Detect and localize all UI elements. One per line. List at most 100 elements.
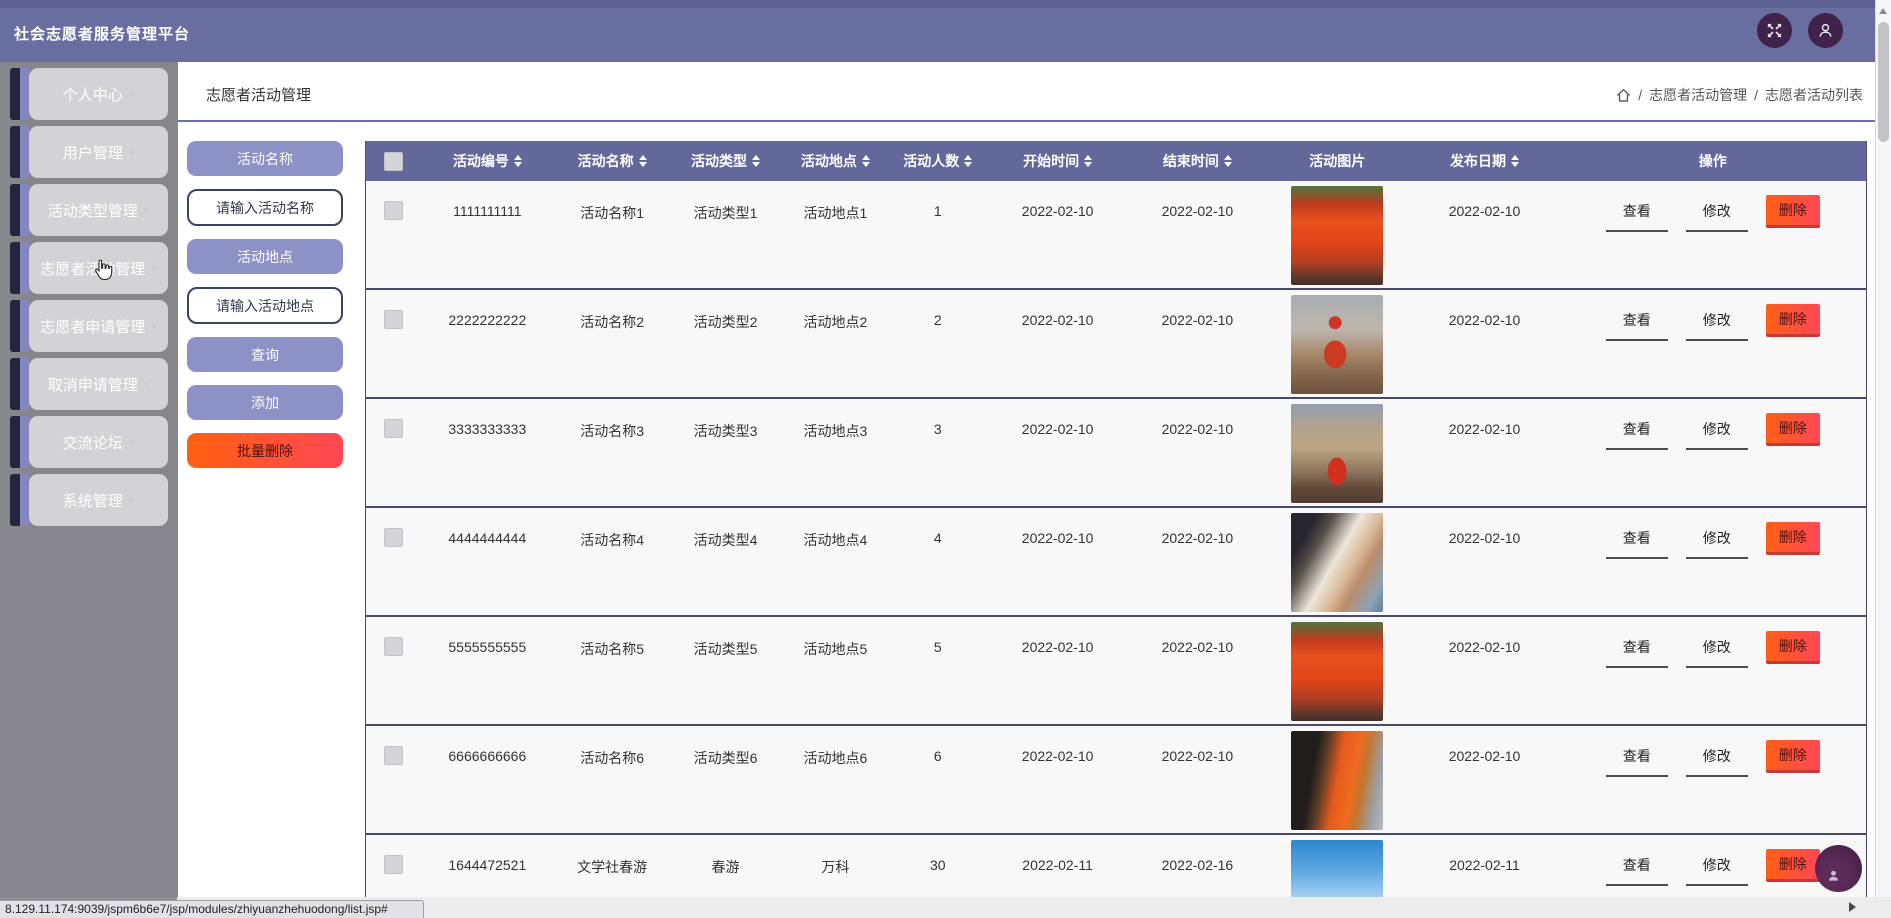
cell-activity-place: 活动地点5 — [803, 641, 868, 657]
edit-link[interactable]: 修改 — [1685, 195, 1748, 232]
sort-icon[interactable] — [861, 155, 870, 167]
cell-activity-photo — [1265, 181, 1410, 288]
edit-link[interactable]: 修改 — [1685, 631, 1748, 668]
column-header-4[interactable]: 活动类型 — [671, 141, 781, 181]
sort-icon[interactable] — [964, 155, 973, 167]
column-header-2[interactable]: 活动编号 — [421, 141, 554, 181]
customer-service-icon — [1826, 868, 1841, 883]
cell-publish-date: 2022-02-10 — [1448, 639, 1521, 655]
sidebar-item-label: 交流论坛 — [62, 434, 123, 452]
sort-icon[interactable] — [1223, 155, 1232, 167]
edit-link[interactable]: 修改 — [1685, 849, 1748, 886]
edit-link[interactable]: 修改 — [1685, 413, 1748, 450]
table-row: 4444444444 活动名称4 活动类型4 活动地点4 4 2022-02-1… — [365, 508, 1867, 617]
cell-activity-photo — [1265, 726, 1410, 833]
column-header-10[interactable]: 发布日期 — [1410, 141, 1560, 181]
cell-activity-id: 5555555555 — [448, 639, 527, 655]
sort-icon[interactable] — [752, 155, 761, 167]
cell-activity-photo — [1265, 617, 1410, 724]
chevron-down-icon: ▾ — [151, 320, 157, 333]
cell-publish-date: 2022-02-10 — [1448, 312, 1521, 328]
row-checkbox[interactable] — [383, 855, 403, 874]
sidebar-item-8[interactable]: 系统管理 ▾ — [0, 474, 178, 526]
select-all-checkbox[interactable] — [383, 151, 403, 171]
view-link[interactable]: 查看 — [1605, 631, 1668, 668]
sidebar-item-6[interactable]: 取消申请管理 ▾ — [0, 358, 178, 410]
view-link[interactable]: 查看 — [1605, 195, 1668, 232]
sidebar-item-7[interactable]: 交流论坛 ▾ — [0, 416, 178, 468]
cell-start-time: 2022-02-10 — [1021, 530, 1094, 546]
breadcrumb-separator: / — [1638, 87, 1643, 103]
activity-place-input[interactable] — [187, 287, 343, 324]
delete-button[interactable]: 删除 — [1765, 413, 1820, 446]
column-header-label: 活动地点 — [800, 153, 857, 169]
delete-button[interactable]: 删除 — [1765, 522, 1820, 555]
row-checkbox[interactable] — [383, 310, 403, 329]
vertical-scrollbar-thumb[interactable] — [1878, 22, 1889, 142]
activity-name-input[interactable] — [187, 189, 343, 226]
activity-photo — [1291, 186, 1384, 285]
batch-delete-button[interactable]: 批量删除 — [187, 433, 343, 468]
sort-icon[interactable] — [638, 155, 647, 167]
scroll-up-arrow-icon[interactable] — [1879, 8, 1887, 14]
sort-icon[interactable] — [1511, 155, 1520, 167]
column-header-label: 活动类型 — [691, 153, 748, 169]
row-checkbox[interactable] — [383, 746, 403, 765]
row-checkbox[interactable] — [383, 637, 403, 656]
sidebar-item-2[interactable]: 用户管理 ▾ — [0, 126, 178, 178]
edit-link[interactable]: 修改 — [1685, 740, 1748, 777]
menu-stripe-dark — [10, 474, 20, 526]
delete-button[interactable]: 删除 — [1765, 740, 1820, 773]
home-icon[interactable] — [1616, 88, 1631, 103]
scroll-right-arrow-icon[interactable] — [1849, 902, 1856, 912]
activity-photo — [1291, 840, 1384, 897]
column-header-8[interactable]: 结束时间 — [1130, 141, 1265, 181]
row-checkbox[interactable] — [383, 419, 403, 438]
fullscreen-button[interactable] — [1757, 13, 1792, 48]
sidebar-item-1[interactable]: 个人中心 ▾ — [0, 68, 178, 120]
activity-place-label: 活动地点 — [187, 239, 343, 274]
view-link[interactable]: 查看 — [1605, 304, 1668, 341]
chevron-down-icon: ▾ — [128, 146, 135, 159]
edit-link[interactable]: 修改 — [1685, 522, 1748, 559]
cell-actions: 查看 修改 删除 — [1559, 617, 1866, 724]
column-header-7[interactable]: 开始时间 — [985, 141, 1130, 181]
view-link[interactable]: 查看 — [1605, 849, 1668, 886]
delete-button[interactable]: 删除 — [1765, 849, 1820, 882]
user-button[interactable] — [1808, 13, 1843, 48]
sort-icon[interactable] — [513, 155, 522, 167]
cell-publish-date: 2022-02-11 — [1449, 857, 1520, 873]
sort-icon[interactable] — [1084, 155, 1093, 167]
edit-link[interactable]: 修改 — [1685, 304, 1748, 341]
view-link[interactable]: 查看 — [1605, 740, 1668, 777]
cell-activity-place: 万科 — [821, 859, 850, 875]
cell-activity-place: 活动地点1 — [803, 205, 868, 221]
column-header-6[interactable]: 活动人数 — [890, 141, 985, 181]
view-link[interactable]: 查看 — [1605, 413, 1668, 450]
cell-activity-count: 1 — [933, 203, 942, 219]
delete-button[interactable]: 删除 — [1765, 195, 1820, 228]
column-header-11: 操作 — [1559, 141, 1866, 181]
breadcrumb-activity-list[interactable]: 志愿者活动列表 — [1765, 87, 1863, 103]
floating-service-button[interactable] — [1815, 845, 1862, 892]
sidebar-item-5[interactable]: 志愿者申请管理 ▾ — [0, 300, 178, 352]
view-link[interactable]: 查看 — [1605, 522, 1668, 559]
cell-start-time: 2022-02-10 — [1021, 312, 1094, 328]
add-button[interactable]: 添加 — [187, 385, 343, 420]
vertical-scrollbar[interactable] — [1875, 0, 1891, 897]
sidebar-item-3[interactable]: 活动类型管理 ▾ — [0, 184, 178, 236]
column-header-5[interactable]: 活动地点 — [780, 141, 890, 181]
row-checkbox[interactable] — [383, 201, 403, 220]
column-header-3[interactable]: 活动名称 — [554, 141, 671, 181]
row-checkbox[interactable] — [383, 528, 403, 547]
breadcrumb-activity-management[interactable]: 志愿者活动管理 — [1649, 87, 1748, 103]
menu-stripe-purple — [20, 184, 29, 236]
sidebar-item-label: 志愿者申请管理 — [40, 318, 146, 336]
person-icon — [1816, 21, 1835, 40]
delete-button[interactable]: 删除 — [1765, 631, 1820, 664]
sidebar-item-4[interactable]: 志愿者活动管理 ▾ — [0, 242, 178, 294]
cell-activity-type: 活动类型1 — [693, 205, 758, 221]
search-button[interactable]: 查询 — [187, 337, 343, 372]
delete-button[interactable]: 删除 — [1765, 304, 1820, 337]
